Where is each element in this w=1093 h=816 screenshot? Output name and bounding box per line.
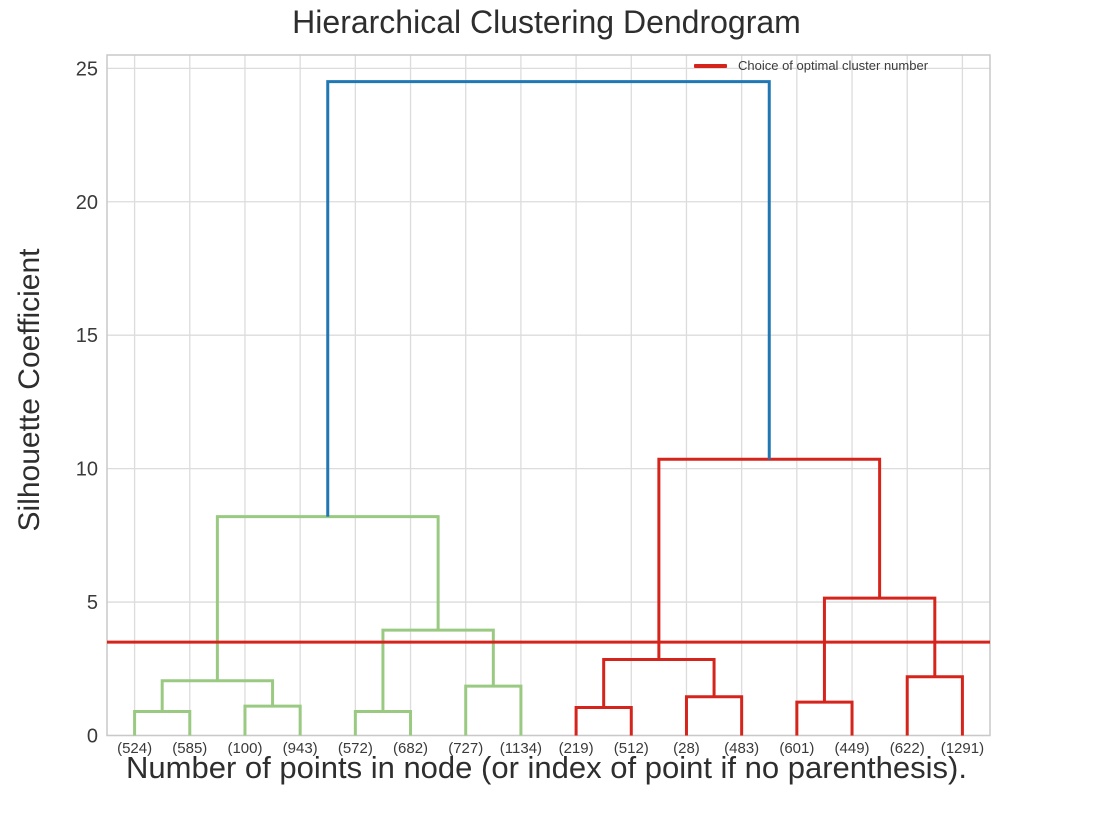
y-axis-label: Silhouette Coefficient — [13, 248, 46, 532]
axes-spines — [106, 54, 991, 737]
legend-label: Choice of optimal cluster number — [738, 58, 929, 73]
dendrogram-link-D — [353, 709, 413, 736]
dendrogram-link-E — [464, 684, 523, 736]
x-tick-label: (524) — [117, 740, 152, 757]
y-tick-label: 15 — [76, 325, 98, 347]
x-tick-label: (585) — [172, 740, 207, 757]
x-tick-label: (28) — [673, 740, 700, 757]
y-tick-labels: 0 5 10 15 20 25 — [76, 58, 98, 747]
y-tick-label: 5 — [87, 592, 98, 614]
x-tick-label: (727) — [448, 740, 483, 757]
dendrogram-link-A — [133, 709, 192, 736]
y-tick-label: 20 — [76, 192, 98, 214]
x-tick-label: (483) — [724, 740, 759, 757]
dendrogram-link-B — [243, 704, 302, 736]
x-tick-label: (572) — [338, 740, 373, 757]
x-tick-label: (219) — [559, 740, 594, 757]
axes-box — [106, 54, 991, 737]
x-tick-label: (1134) — [500, 740, 542, 757]
dendrogram-link-K — [795, 700, 854, 736]
y-tick-label: 10 — [76, 459, 98, 481]
dendrogram-links — [133, 80, 964, 736]
x-axis-label: Number of points in node (or index of po… — [126, 750, 967, 785]
x-tick-labels: (524) (585) (100) (943) (572) (682) (727) (1134… — [117, 740, 984, 757]
dendrogram-link-M — [822, 596, 937, 703]
x-tick-label: (682) — [393, 740, 428, 757]
legend: Choice of optimal cluster number — [694, 58, 928, 73]
dendrogram-link-J — [602, 657, 716, 708]
dendrogram-link-L — [905, 675, 964, 736]
dendrogram-link-N — [657, 457, 882, 660]
dendrogram-link-H — [574, 705, 633, 736]
x-tick-label: (601) — [779, 740, 814, 757]
y-tick-label: 0 — [87, 726, 98, 748]
x-tick-label: (622) — [890, 740, 925, 757]
x-tick-label: (1291) — [941, 740, 984, 757]
x-tick-label: (449) — [835, 740, 870, 757]
gridlines — [107, 55, 990, 737]
x-tick-label: (512) — [614, 740, 649, 757]
dendrogram-link-G — [215, 515, 440, 681]
x-tick-label: (943) — [283, 740, 318, 757]
dendrogram-link-ROOT — [326, 80, 771, 517]
y-tick-label: 25 — [76, 58, 98, 80]
x-tick-label: (100) — [227, 740, 262, 757]
chart-title: Hierarchical Clustering Dendrogram — [292, 4, 801, 40]
dendrogram-link-I — [684, 695, 744, 736]
legend-line-swatch — [694, 63, 727, 68]
